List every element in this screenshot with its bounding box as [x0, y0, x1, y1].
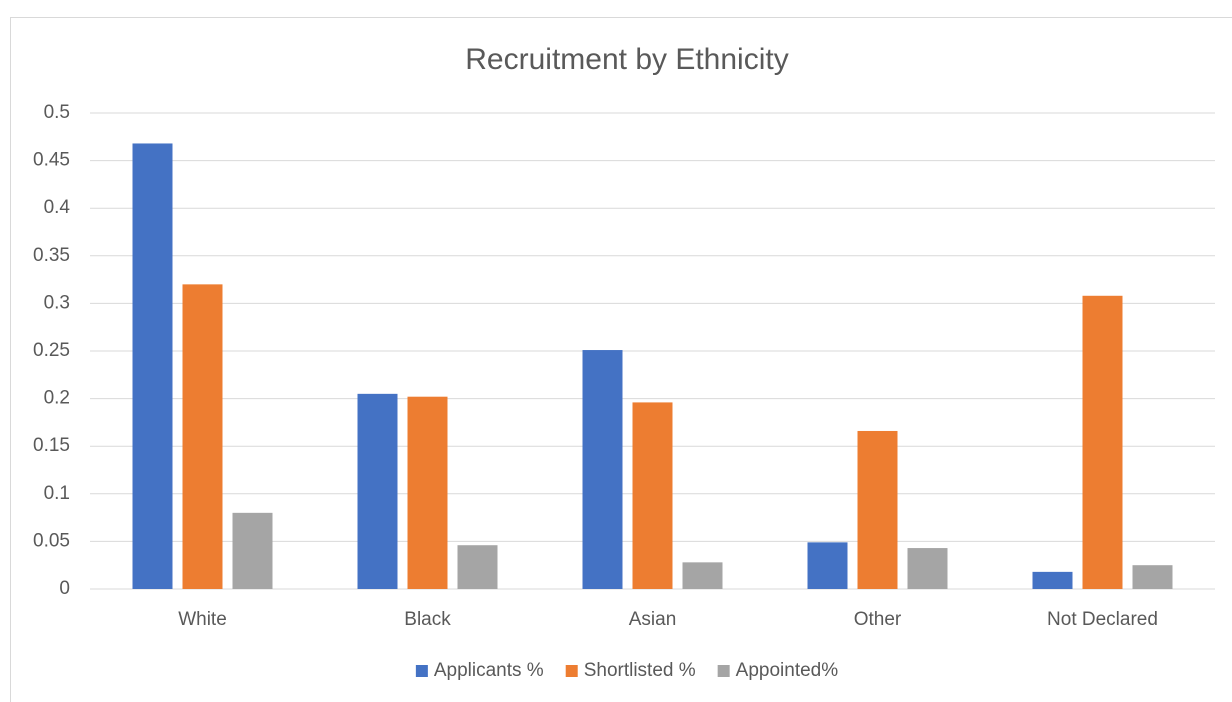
bar — [907, 548, 948, 589]
bar — [857, 430, 898, 589]
y-tick-label: 0.05 — [33, 530, 70, 551]
bar — [682, 562, 723, 589]
bar — [807, 542, 848, 589]
y-tick-label: 0 — [59, 578, 70, 599]
y-tick-label: 0.35 — [33, 245, 70, 266]
chart-frame — [10, 17, 1232, 702]
bar — [357, 393, 398, 589]
bar — [182, 284, 223, 589]
legend-swatch — [717, 665, 730, 677]
bar — [407, 396, 448, 589]
y-tick-label: 0.4 — [44, 197, 71, 218]
y-tick-label: 0.25 — [33, 340, 70, 361]
bar — [1032, 571, 1073, 589]
legend-label: Appointed% — [736, 660, 839, 681]
bar — [457, 545, 498, 589]
x-tick-label: Other — [854, 609, 902, 630]
legend-label: Shortlisted % — [584, 660, 696, 681]
legend-swatch — [565, 665, 578, 677]
x-tick-label: Black — [404, 609, 451, 630]
x-tick-label: Not Declared — [1047, 609, 1158, 630]
y-tick-label: 0.5 — [44, 102, 70, 123]
legend-label: Applicants % — [434, 660, 544, 681]
bar — [1082, 295, 1123, 589]
bar — [632, 402, 673, 589]
bar — [232, 512, 273, 589]
bar — [582, 350, 623, 589]
y-tick-label: 0.2 — [44, 388, 70, 409]
y-tick-label: 0.1 — [44, 483, 70, 504]
chart-title: Recruitment by Ethnicity — [465, 43, 788, 76]
y-tick-label: 0.15 — [33, 435, 70, 456]
y-tick-label: 0.3 — [44, 292, 70, 313]
bar — [132, 143, 173, 590]
y-tick-label: 0.45 — [33, 150, 70, 171]
bar — [1132, 565, 1173, 589]
x-tick-label: White — [178, 609, 227, 630]
x-tick-label: Asian — [629, 609, 677, 630]
legend-swatch — [415, 665, 428, 677]
